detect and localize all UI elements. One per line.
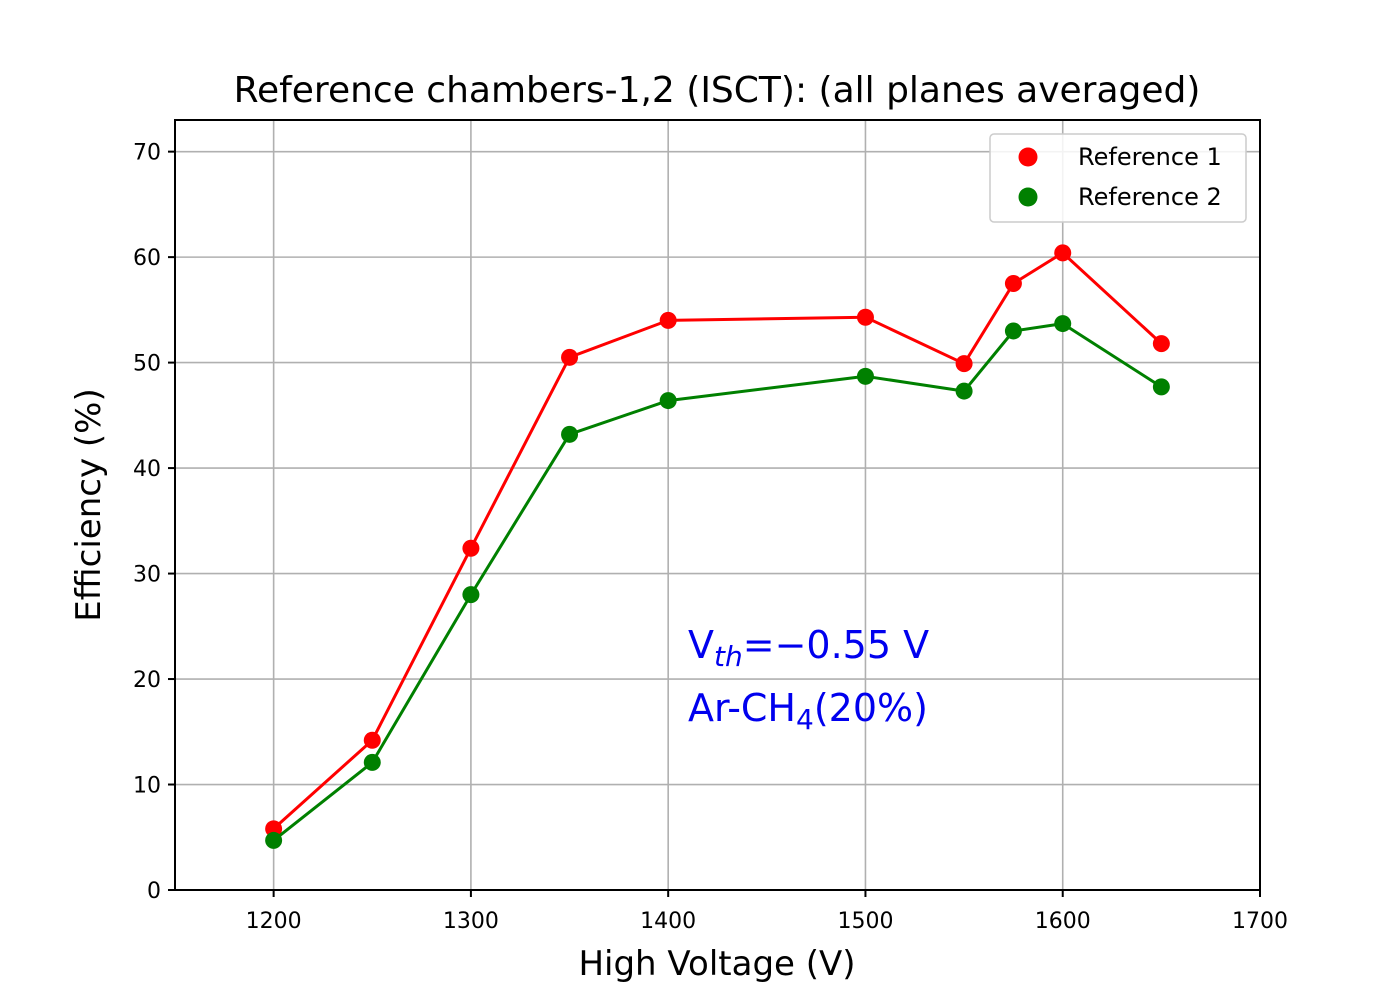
data-point (955, 355, 973, 373)
data-point (561, 348, 579, 366)
y-tick-label: 10 (133, 774, 161, 799)
data-point (561, 425, 579, 443)
x-tick-label: 1500 (837, 909, 893, 934)
legend-marker (1018, 147, 1038, 167)
legend-label: Reference 2 (1078, 183, 1222, 211)
data-point (265, 831, 283, 849)
x-tick-label: 1600 (1035, 909, 1091, 934)
threshold-prefix: V (688, 623, 714, 667)
data-point (363, 731, 381, 749)
data-point (955, 382, 973, 400)
y-tick-label: 30 (133, 563, 161, 588)
y-tick-label: 50 (133, 352, 161, 377)
series-line (272, 251, 1163, 830)
y-tick-label: 0 (147, 879, 161, 904)
chart-title: Reference chambers-1,2 (ISCT): (all plan… (234, 70, 1201, 111)
x-tick-label: 1700 (1232, 909, 1288, 934)
x-axis-title: High Voltage (V) (578, 944, 855, 984)
gas-subscript: 4 (796, 703, 814, 736)
data-point (856, 367, 874, 385)
data-point (462, 586, 480, 604)
legend-marker (1018, 187, 1038, 207)
series-line (272, 322, 1163, 842)
legend-box (989, 133, 1247, 223)
data-point (1004, 322, 1022, 340)
ticks: 1200 1300 1400 1500 1600 1700 0 10 20 30 40 50 60 70 (133, 141, 1288, 934)
data-point (856, 308, 874, 326)
series-layer (265, 244, 1170, 849)
gas-annotation: Ar-CH4(20%) (688, 686, 928, 736)
threshold-subscript: th (714, 640, 743, 673)
series-2 (265, 315, 1170, 849)
data-point (1152, 335, 1170, 353)
y-tick-label: 70 (133, 141, 161, 166)
grid (175, 120, 1261, 891)
x-tick-label: 1400 (640, 909, 696, 934)
legend: Reference 1 Reference 2 (989, 133, 1247, 223)
y-axis-title: Efficiency (%) (69, 388, 109, 621)
annotation: Vth=−0.55 V Ar-CH4(20%) (688, 623, 929, 736)
data-point (363, 753, 381, 771)
data-point (659, 311, 677, 329)
x-tick-label: 1300 (443, 909, 499, 934)
y-tick-label: 20 (133, 668, 161, 693)
data-point (462, 539, 480, 557)
y-tick-label: 40 (133, 457, 161, 482)
data-point (1004, 274, 1022, 292)
gas-prefix: Ar-CH (688, 686, 796, 730)
series-1 (265, 244, 1170, 838)
y-tick-label: 60 (133, 246, 161, 271)
gas-suffix: (20%) (814, 686, 928, 730)
data-point (1152, 378, 1170, 396)
legend-label: Reference 1 (1078, 143, 1222, 171)
x-tick-label: 1200 (246, 909, 302, 934)
threshold-annotation: Vth=−0.55 V (688, 623, 929, 673)
plot-frame (174, 119, 1261, 891)
data-point (1054, 315, 1072, 333)
threshold-suffix: =−0.55 V (743, 623, 929, 667)
data-point (659, 392, 677, 410)
data-point (1054, 244, 1072, 262)
